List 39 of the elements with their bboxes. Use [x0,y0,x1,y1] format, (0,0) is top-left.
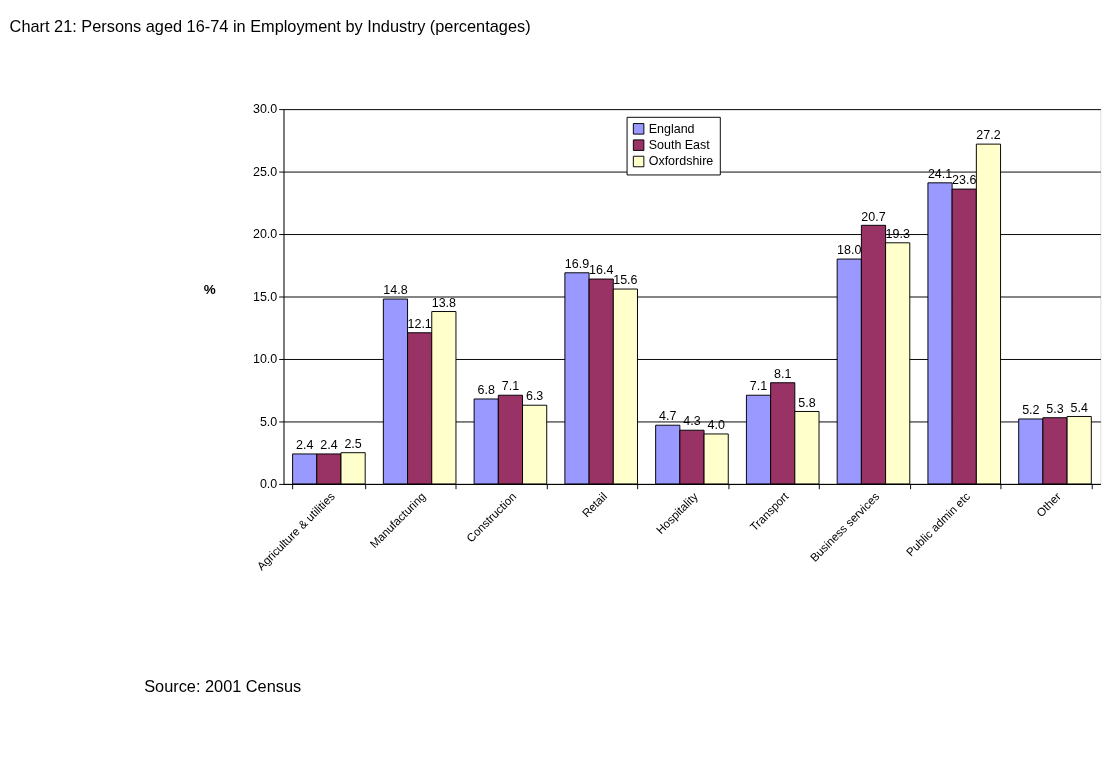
legend-label: England [648,121,695,136]
data-label: 24.1 [927,167,953,182]
data-label: 8.1 [774,366,792,381]
chart-title: Chart 21: Persons aged 16-74 in Employment by Industry (percentages) [9,17,531,36]
data-label: 15.6 [613,273,638,288]
data-label: 4.0 [707,418,725,433]
data-label: 6.8 [477,383,495,398]
source-note: Source: 2001 Census [144,676,302,695]
y-tick-label: 30.0 [252,102,278,117]
data-label: 16.9 [564,256,590,271]
data-label: 4.7 [659,409,677,424]
y-tick-label: 25.0 [252,164,278,179]
data-label: 20.7 [861,209,886,224]
data-label: 5.4 [1070,400,1088,415]
data-label: 5.8 [798,395,816,410]
data-label: 23.6 [952,173,977,188]
data-label: 18.0 [837,243,862,258]
data-label: 12.1 [407,316,432,331]
y-tick-label: 20.0 [252,227,278,242]
y-tick-label: 15.0 [252,289,278,304]
y-tick-label: 5.0 [259,414,278,429]
data-label: 2.5 [344,436,362,451]
data-label: 5.2 [1022,403,1040,418]
data-label: 27.2 [976,128,1001,143]
legend-label: Oxfordshire [648,154,714,169]
y-tick-label: 10.0 [252,352,278,367]
y-axis-title: % [203,282,216,298]
legend-label: South East [648,138,711,153]
data-label: 16.4 [589,263,614,278]
data-label: 2.4 [296,438,314,453]
data-label: 2.4 [320,438,338,453]
data-label: 7.1 [501,379,520,394]
data-label: 14.8 [383,283,408,298]
data-label: 7.1 [749,379,768,394]
data-label: 6.3 [525,389,544,404]
y-tick-label: 0.0 [259,477,278,492]
data-label: 5.3 [1046,401,1064,416]
data-label: 13.8 [431,295,457,310]
data-label: 4.3 [683,414,701,429]
